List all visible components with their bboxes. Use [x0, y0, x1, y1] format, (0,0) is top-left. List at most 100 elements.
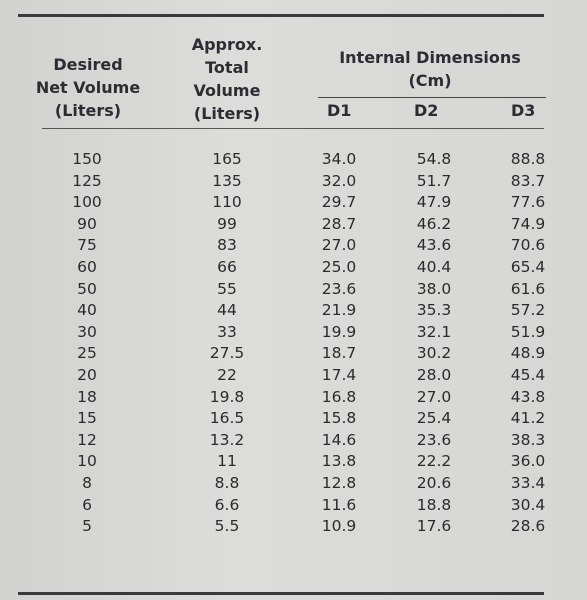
- table-body: 150 165 34.0 54.8 88.8 125 135 32.0 51.7 83.7 100 1…: [0, 149, 587, 538]
- table-cell: 28.6: [510, 517, 546, 536]
- header-d2: D2: [414, 101, 439, 120]
- table-cell: 12: [77, 430, 97, 449]
- table-cell: 21.9: [321, 301, 357, 320]
- table-cell: 27.0: [416, 387, 452, 406]
- table-cell: 45.4: [510, 365, 546, 384]
- table-cell: 33.4: [510, 473, 546, 492]
- table-row: 50 55 23.6 38.0 61.6: [0, 279, 587, 301]
- table-cell: 34.0: [321, 150, 357, 168]
- table-cell: 36.0: [510, 452, 546, 471]
- table-cell: 19.8: [209, 387, 245, 406]
- table-cell: 8.8: [214, 473, 240, 492]
- header-rule: [42, 128, 544, 129]
- table-cell: 125: [72, 171, 102, 190]
- header-approx-total-volume: Approx. Total Volume (Liters): [184, 33, 270, 125]
- table-cell: 32.0: [321, 171, 357, 190]
- header-line: Approx.: [191, 35, 263, 54]
- table-cell: 55: [217, 279, 237, 298]
- header-line: Desired: [53, 55, 123, 74]
- header-line: Net Volume: [35, 78, 141, 97]
- table-cell: 11: [217, 452, 237, 471]
- table-cell: 30.2: [416, 344, 452, 363]
- header-internal-dimensions: Internal Dimensions (Cm): [330, 46, 530, 92]
- table-row: 20 22 17.4 28.0 45.4: [0, 365, 587, 387]
- table-cell: 40: [77, 301, 97, 320]
- table-cell: 65.4: [510, 257, 546, 276]
- table-cell: 33: [217, 322, 237, 341]
- table-cell: 12.8: [321, 473, 357, 492]
- table-row: 18 19.8 16.8 27.0 43.8: [0, 387, 587, 409]
- table-row: 100 110 29.7 47.9 77.6: [0, 192, 587, 214]
- table-cell: 110: [212, 193, 242, 212]
- header-line: (Liters): [54, 101, 122, 120]
- table-cell: 29.7: [321, 193, 357, 212]
- table-cell: 83.7: [510, 171, 546, 190]
- table-cell: 100: [72, 193, 102, 212]
- table-cell: 57.2: [510, 301, 546, 320]
- table-cell: 22.2: [416, 452, 452, 471]
- table-cell: 19.9: [321, 322, 357, 341]
- header-line: Volume: [193, 81, 261, 100]
- header-line: (Cm): [408, 71, 452, 90]
- table-cell: 13.2: [209, 430, 245, 449]
- table-cell: 15.8: [321, 409, 357, 428]
- table-cell: 83: [217, 236, 237, 255]
- table-cell: 35.3: [416, 301, 452, 320]
- table-cell: 23.6: [416, 430, 452, 449]
- table-cell: 17.6: [416, 517, 452, 536]
- table-cell: 60: [77, 257, 97, 276]
- table-cell: 20.6: [416, 473, 452, 492]
- table-cell: 54.8: [416, 150, 452, 168]
- header-d3: D3: [511, 101, 536, 120]
- table-cell: 30.4: [510, 495, 546, 514]
- table-cell: 74.9: [510, 214, 546, 233]
- table-cell: 6.6: [214, 495, 240, 514]
- table-cell: 14.6: [321, 430, 357, 449]
- table-row: 150 165 34.0 54.8 88.8: [0, 149, 587, 171]
- table-cell: 90: [77, 214, 97, 233]
- top-rule: [18, 14, 544, 17]
- table-row: 75 83 27.0 43.6 70.6: [0, 235, 587, 257]
- table-cell: 18.7: [321, 344, 357, 363]
- table-cell: 5.5: [214, 517, 240, 536]
- table-cell: 70.6: [510, 236, 546, 255]
- table-cell: 22: [217, 365, 237, 384]
- table-row: 10 11 13.8 22.2 36.0: [0, 451, 587, 473]
- table-cell: 16.5: [209, 409, 245, 428]
- table-cell: 5: [82, 517, 92, 536]
- table-row: 125 135 32.0 51.7 83.7: [0, 171, 587, 193]
- table-cell: 11.6: [321, 495, 357, 514]
- table-cell: 41.2: [510, 409, 546, 428]
- table-row: 40 44 21.9 35.3 57.2: [0, 300, 587, 322]
- table-cell: 18: [77, 387, 97, 406]
- table-cell: 17.4: [321, 365, 357, 384]
- table-cell: 50: [77, 279, 97, 298]
- table-cell: 40.4: [416, 257, 452, 276]
- table-cell: 30: [77, 322, 97, 341]
- table-cell: 25: [77, 344, 97, 363]
- table-row: 5 5.5 10.9 17.6 28.6: [0, 516, 587, 538]
- table-cell: 88.8: [510, 150, 546, 168]
- dimensions-subrule: [318, 97, 546, 98]
- header-line: Internal Dimensions: [339, 48, 521, 67]
- header-desired-net-volume: Desired Net Volume (Liters): [30, 53, 146, 122]
- table-cell: 28.7: [321, 214, 357, 233]
- table-cell: 75: [77, 236, 97, 255]
- table-row: 90 99 28.7 46.2 74.9: [0, 214, 587, 236]
- table-cell: 27.5: [209, 344, 245, 363]
- table-cell: 27.0: [321, 236, 357, 255]
- table-cell: 66: [217, 257, 237, 276]
- table-cell: 47.9: [416, 193, 452, 212]
- table-cell: 28.0: [416, 365, 452, 384]
- table-row: 6 6.6 11.6 18.8 30.4: [0, 495, 587, 517]
- table-cell: 135: [212, 171, 242, 190]
- table-cell: 20: [77, 365, 97, 384]
- table-cell: 10.9: [321, 517, 357, 536]
- table-cell: 38.3: [510, 430, 546, 449]
- table-cell: 48.9: [510, 344, 546, 363]
- table-cell: 38.0: [416, 279, 452, 298]
- table-cell: 44: [217, 301, 237, 320]
- table-cell: 10: [77, 452, 97, 471]
- table-cell: 16.8: [321, 387, 357, 406]
